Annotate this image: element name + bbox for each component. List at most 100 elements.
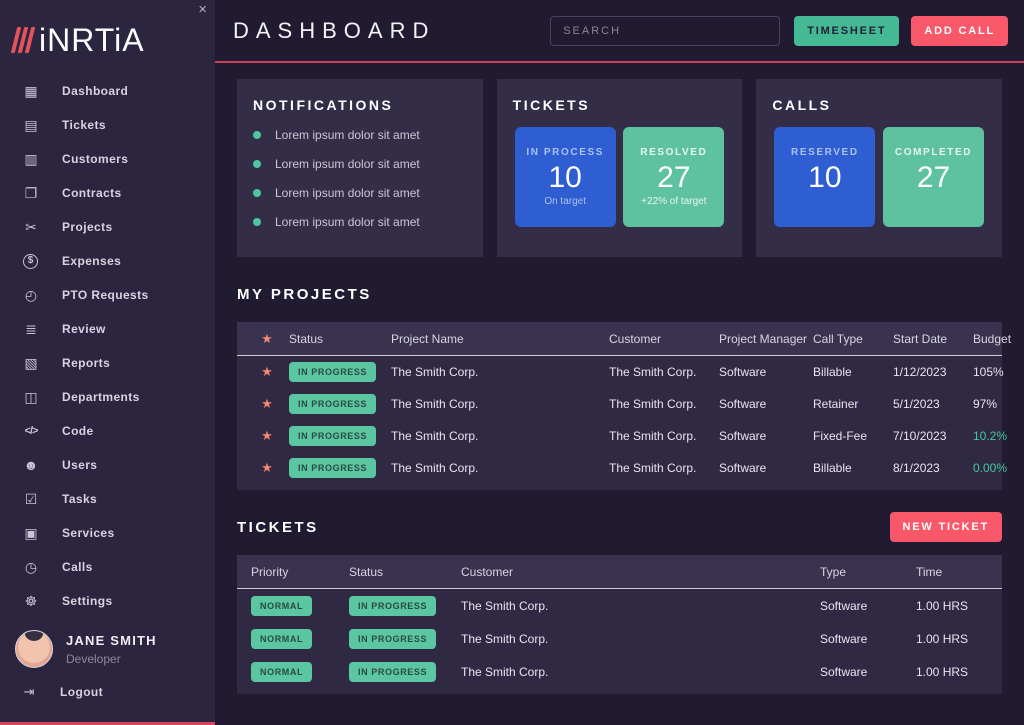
column-header-type[interactable]: Type: [820, 564, 847, 579]
time-cell: 1.00 HRS: [916, 664, 969, 679]
stat-subtext: +22% of target: [641, 195, 707, 207]
table-row[interactable]: NORMAL IN PROGRESS The Smith Corp. Softw…: [237, 655, 1002, 688]
sidebar-item-label: PTO Requests: [62, 288, 149, 302]
sidebar-item-reports[interactable]: ▧ Reports: [0, 346, 215, 380]
sidebar-item-customers[interactable]: ▥ Customers: [0, 142, 215, 176]
sidebar-item-projects[interactable]: ✂ Projects: [0, 210, 215, 244]
stat-value: 27: [916, 160, 951, 194]
column-header-status[interactable]: Status: [289, 331, 324, 346]
user-role: Developer: [66, 651, 121, 666]
tickets-table: Priority Status Customer Type Time NORMA…: [237, 555, 1002, 694]
column-header-call-type[interactable]: Call Type: [813, 331, 863, 346]
search-input[interactable]: [550, 15, 781, 46]
close-icon[interactable]: ×: [198, 1, 207, 18]
notification-text: Lorem ipsum dolor sit amet: [275, 128, 420, 142]
notification-item[interactable]: Lorem ipsum dolor sit amet: [253, 157, 467, 171]
reports-chart-doc-icon: ▧: [24, 354, 38, 371]
stat-label: RESOLVED: [640, 146, 708, 158]
calls-panel-title: CALLS: [772, 97, 832, 113]
sidebar-item-calls[interactable]: ◷ Calls: [0, 550, 215, 584]
budget-cell: 105%: [973, 365, 1004, 379]
table-row[interactable]: ★ IN PROGRESS The Smith Corp. The Smith …: [237, 420, 1007, 452]
notification-item[interactable]: Lorem ipsum dolor sit amet: [253, 186, 467, 200]
status-badge: IN PROGRESS: [349, 661, 437, 682]
stat-label: COMPLETED: [894, 146, 973, 158]
column-header-start-date[interactable]: Start Date: [893, 331, 948, 346]
tickets-resolved-card[interactable]: RESOLVED 27 +22% of target: [623, 127, 725, 227]
sidebar-item-settings[interactable]: ☸ Settings: [0, 584, 215, 618]
status-badge: IN PROGRESS: [289, 426, 377, 446]
column-header-project-name[interactable]: Project Name: [391, 331, 464, 346]
project-manager-cell: Software: [719, 397, 767, 411]
dashboard-grid-icon: ▦: [24, 82, 38, 99]
priority-badge: NORMAL: [251, 661, 313, 682]
projects-table: ★ Status Project Name Customer Project M…: [237, 322, 1011, 490]
budget-cell: 97%: [973, 397, 998, 411]
start-date-cell: 7/10/2023: [893, 429, 947, 443]
logout-button[interactable]: ⇥ Logout: [0, 676, 215, 708]
tickets-panel-title: TICKETS: [512, 97, 591, 113]
favorite-star-icon[interactable]: ★: [261, 428, 273, 443]
sidebar-item-code[interactable]: </> Code: [0, 414, 215, 448]
favorite-star-icon[interactable]: ★: [261, 460, 273, 475]
column-header-project-manager[interactable]: Project Manager: [719, 331, 808, 346]
calls-completed-card[interactable]: COMPLETED 27: [883, 127, 985, 227]
favorite-star-icon[interactable]: ★: [261, 396, 273, 411]
calls-reserved-card[interactable]: RESERVED 10: [774, 127, 876, 227]
logo-bars-icon: [10, 27, 36, 53]
notification-dot-icon: [253, 189, 261, 197]
tickets-in-process-card[interactable]: IN PROCESS 10 On target: [514, 127, 616, 227]
sidebar-item-tickets[interactable]: ▤ Tickets: [0, 108, 215, 142]
column-header-priority[interactable]: Priority: [251, 564, 289, 579]
table-row[interactable]: NORMAL IN PROGRESS The Smith Corp. Softw…: [237, 622, 1002, 655]
column-header-time[interactable]: Time: [916, 564, 943, 579]
customer-cell: The Smith Corp.: [461, 598, 549, 613]
table-row[interactable]: NORMAL IN PROGRESS The Smith Corp. Softw…: [237, 589, 1002, 622]
sidebar-item-contracts[interactable]: ❐ Contracts: [0, 176, 215, 210]
stat-subtext: On target: [544, 195, 587, 207]
sidebar-item-label: Departments: [62, 390, 140, 404]
sidebar-item-label: Contracts: [62, 186, 122, 200]
stat-value: 10: [548, 160, 582, 194]
tasks-checklist-icon: ☑: [24, 490, 38, 507]
new-ticket-button[interactable]: NEW TICKET: [889, 512, 1002, 542]
table-row[interactable]: ★ IN PROGRESS The Smith Corp. The Smith …: [237, 356, 1004, 388]
sidebar-item-label: Dashboard: [62, 84, 129, 98]
column-header-status[interactable]: Status: [349, 564, 384, 579]
call-type-cell: Billable: [813, 461, 852, 475]
customer-cell: The Smith Corp.: [609, 397, 697, 411]
sidebar-item-departments[interactable]: ◫ Departments: [0, 380, 215, 414]
project-name-cell: The Smith Corp.: [391, 397, 479, 411]
timesheet-button[interactable]: TIMESHEET: [794, 15, 900, 46]
review-checklist-icon: ≣: [25, 320, 37, 337]
favorite-star-icon[interactable]: ★: [261, 364, 273, 379]
notification-item[interactable]: Lorem ipsum dolor sit amet: [253, 128, 467, 142]
table-row[interactable]: ★ IN PROGRESS The Smith Corp. The Smith …: [237, 452, 1007, 484]
table-row[interactable]: ★ IN PROGRESS The Smith Corp. The Smith …: [237, 388, 1002, 420]
sidebar-item-tasks[interactable]: ☑ Tasks: [0, 482, 215, 516]
sidebar-item-review[interactable]: ≣ Review: [0, 312, 215, 346]
sidebar-item-pto-requests[interactable]: ◴ PTO Requests: [0, 278, 215, 312]
column-header-customer[interactable]: Customer: [609, 331, 662, 346]
priority-badge: NORMAL: [251, 595, 313, 616]
notification-item[interactable]: Lorem ipsum dolor sit amet: [253, 215, 467, 229]
expenses-dollar-icon: $: [23, 253, 38, 269]
tickets-table-header: Priority Status Customer Type Time: [237, 555, 1002, 589]
logo[interactable]: iNRTiA: [0, 0, 215, 70]
sidebar-item-dashboard[interactable]: ▦ Dashboard: [0, 74, 215, 108]
notification-dot-icon: [253, 160, 261, 168]
project-manager-cell: Software: [719, 429, 767, 443]
sidebar-item-label: Projects: [62, 220, 113, 234]
add-call-button[interactable]: ADD CALL: [911, 15, 1008, 46]
column-header-budget[interactable]: Budget: [973, 331, 1012, 346]
users-person-icon: ☻: [23, 457, 39, 473]
projects-table-header: ★ Status Project Name Customer Project M…: [237, 322, 1011, 356]
sidebar-item-users[interactable]: ☻ Users: [0, 448, 215, 482]
pto-calendar-clock-icon: ◴: [24, 286, 38, 303]
sidebar-item-services[interactable]: ▣ Services: [0, 516, 215, 550]
column-header-customer[interactable]: Customer: [461, 564, 514, 579]
user-profile[interactable]: JANE SMITH Developer: [0, 618, 215, 672]
project-manager-cell: Software: [719, 365, 767, 379]
sidebar-item-expenses[interactable]: $ Expenses: [0, 244, 215, 278]
summary-panels: NOTIFICATIONS Lorem ipsum dolor sit amet…: [237, 79, 1003, 257]
